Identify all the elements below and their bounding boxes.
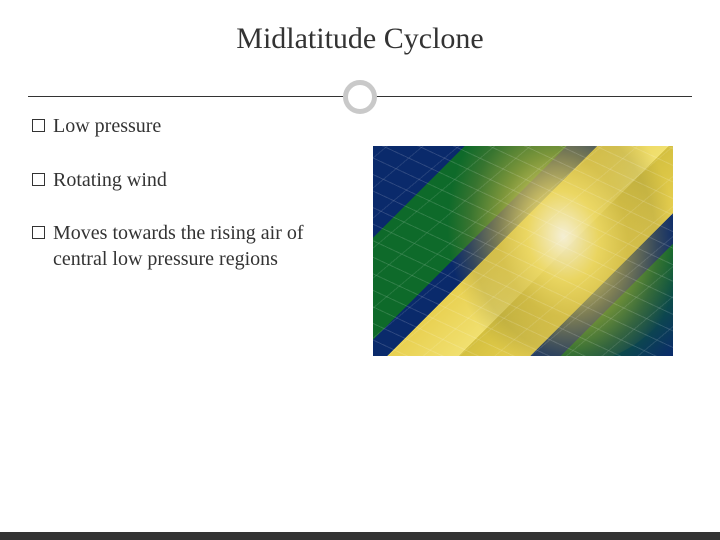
title-area: Midlatitude Cyclone [0,0,720,78]
bullet-text: Moves towards the rising air of central … [53,221,361,272]
satellite-image [373,146,673,356]
image-area [373,100,688,520]
square-bullet-icon [32,226,45,239]
bullet-item: Low pressure [32,114,361,140]
slide-title: Midlatitude Cyclone [236,22,483,56]
square-bullet-icon [32,119,45,132]
bullet-item: Moves towards the rising air of central … [32,221,361,272]
bullet-text: Rotating wind [53,168,167,194]
footer-bar [0,532,720,540]
bullet-list: Low pressure Rotating wind Moves towards… [32,100,373,520]
bullet-text: Low pressure [53,114,161,140]
slide: Midlatitude Cyclone Low pressure Rotatin… [0,0,720,540]
square-bullet-icon [32,173,45,186]
content-area: Low pressure Rotating wind Moves towards… [32,100,688,520]
bullet-item: Rotating wind [32,168,361,194]
